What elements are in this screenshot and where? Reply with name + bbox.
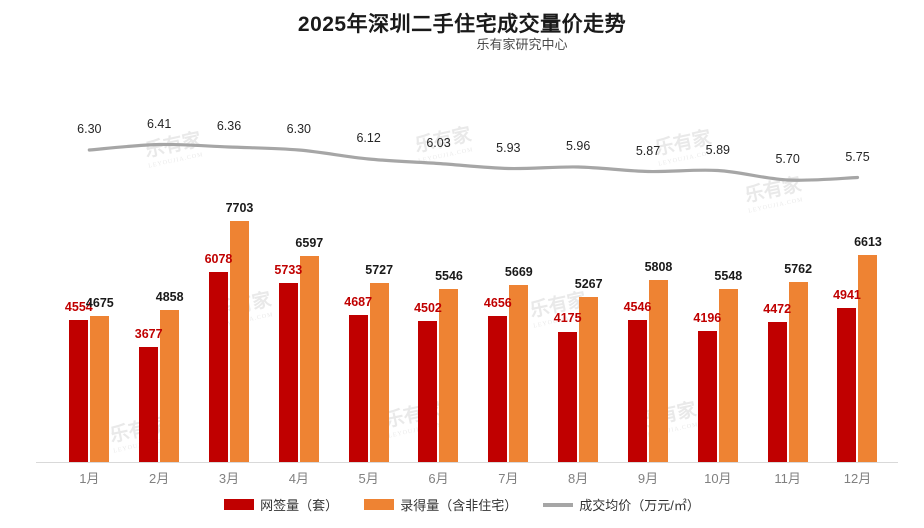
- chart-legend: 网签量（套） 录得量（含非住宅） 成交均价（万元/㎡）: [0, 495, 924, 514]
- x-tick-7: 7月: [498, 471, 519, 486]
- legend-swatch-bar: [224, 499, 255, 510]
- x-tick-12: 12月: [843, 471, 872, 486]
- value-label-price-6: 6.03: [426, 135, 451, 150]
- value-label-qianyue-2: 3677: [134, 327, 163, 342]
- value-label-qianyue-4: 5733: [274, 262, 303, 277]
- legend-label: 成交均价（万元/㎡）: [579, 498, 700, 513]
- value-label-price-1: 6.30: [77, 122, 102, 136]
- value-label-price-5: 6.12: [356, 131, 381, 145]
- x-tick-8: 8月: [568, 471, 589, 486]
- value-label-price-10: 5.89: [705, 142, 730, 157]
- legend-swatch-line: [543, 502, 574, 507]
- bar-ludeliang-8: [579, 297, 599, 462]
- value-label-qianyue-7: 4656: [483, 296, 512, 311]
- x-tick-9: 9月: [637, 471, 659, 486]
- price-line-path: [87, 142, 860, 182]
- value-label-qianyue-6: 4502: [414, 301, 442, 316]
- bar-ludeliang-11: [788, 281, 808, 462]
- bar-ludeliang-7: [509, 284, 529, 462]
- bar-ludeliang-2: [160, 310, 180, 462]
- value-label-qianyue-3: 6078: [204, 252, 233, 266]
- legend-swatch-bar: [364, 499, 395, 510]
- bar-qianyue-3: [208, 272, 228, 462]
- bar-qianyue-1: [69, 319, 89, 462]
- value-label-ludeliang-10: 5548: [714, 268, 743, 283]
- value-label-ludeliang-1: 4675: [85, 295, 114, 310]
- value-label-ludeliang-6: 5546: [435, 268, 463, 283]
- value-label-ludeliang-2: 4858: [155, 290, 184, 305]
- value-label-price-12: 5.75: [845, 149, 870, 164]
- value-label-ludeliang-3: 7703: [225, 201, 254, 216]
- value-label-price-7: 5.93: [496, 140, 521, 155]
- bar-ludeliang-9: [648, 280, 668, 462]
- legend-label: 录得量（含非住宅）: [400, 498, 518, 513]
- value-label-qianyue-8: 4175: [553, 311, 582, 326]
- x-tick-4: 4月: [288, 471, 309, 486]
- bar-ludeliang-1: [90, 315, 110, 462]
- value-label-qianyue-1: 4554: [64, 299, 93, 314]
- value-label-qianyue-5: 4687: [344, 295, 373, 310]
- bar-ludeliang-4: [299, 255, 319, 462]
- legend-label: 网签量（套）: [260, 498, 339, 513]
- x-tick-1: 1月: [79, 471, 100, 486]
- value-label-qianyue-11: 4472: [763, 302, 792, 317]
- value-label-price-4: 6.30: [286, 122, 311, 136]
- legend-item-2[interactable]: 录得量（含非住宅）: [364, 495, 517, 514]
- bar-qianyue-2: [139, 347, 159, 462]
- bar-qianyue-6: [418, 321, 438, 462]
- bar-qianyue-5: [348, 315, 368, 462]
- legend-item-3[interactable]: 成交均价（万元/㎡）: [543, 495, 700, 514]
- value-label-qianyue-12: 4941: [833, 287, 861, 302]
- value-label-qianyue-10: 4196: [693, 310, 722, 325]
- value-label-price-9: 5.87: [635, 143, 661, 158]
- legend-item-1[interactable]: 网签量（套）: [224, 495, 338, 514]
- bar-ludeliang-6: [439, 288, 459, 462]
- value-label-ludeliang-11: 5762: [784, 261, 813, 276]
- x-tick-10: 10月: [704, 471, 732, 486]
- value-label-qianyue-9: 4546: [623, 299, 652, 314]
- value-label-price-2: 6.41: [146, 116, 172, 131]
- bars-layer: 4554 4675 3677 4858 6078 7703 5733 6597 4687 5727…: [64, 201, 882, 462]
- x-tick-2: 2月: [149, 471, 170, 486]
- bar-ludeliang-10: [718, 288, 738, 462]
- value-label-ludeliang-12: 6613: [854, 235, 882, 250]
- value-label-price-8: 5.96: [565, 139, 591, 153]
- price-line-chart: [87, 142, 860, 182]
- bar-qianyue-4: [278, 282, 298, 462]
- bar-qianyue-11: [767, 322, 787, 462]
- bar-qianyue-9: [627, 319, 647, 462]
- x-tick-11: 11月: [774, 471, 801, 486]
- bar-qianyue-10: [697, 330, 717, 462]
- bar-ludeliang-3: [229, 221, 249, 462]
- value-label-price-3: 6.36: [216, 119, 242, 133]
- bar-ludeliang-12: [858, 255, 878, 462]
- x-tick-3: 3月: [218, 471, 240, 486]
- x-axis-line: [36, 462, 898, 463]
- x-tick-6: 6月: [428, 471, 449, 486]
- chart-title: 2025年深圳二手住宅成交量价走势: [297, 13, 627, 36]
- value-label-ludeliang-4: 6597: [295, 235, 324, 250]
- bar-qianyue-12: [837, 307, 857, 462]
- chart-source-label: 乐有家研究中心: [476, 37, 568, 52]
- value-label-ludeliang-8: 5267: [574, 277, 603, 292]
- x-tick-5: 5月: [358, 471, 379, 486]
- bar-qianyue-8: [558, 331, 578, 462]
- value-label-ludeliang-7: 5669: [504, 264, 533, 279]
- value-label-ludeliang-5: 5727: [365, 262, 394, 277]
- bar-qianyue-7: [488, 316, 508, 462]
- value-label-price-11: 5.70: [775, 152, 800, 166]
- value-label-ludeliang-9: 5808: [644, 260, 673, 275]
- bar-ludeliang-5: [369, 282, 389, 462]
